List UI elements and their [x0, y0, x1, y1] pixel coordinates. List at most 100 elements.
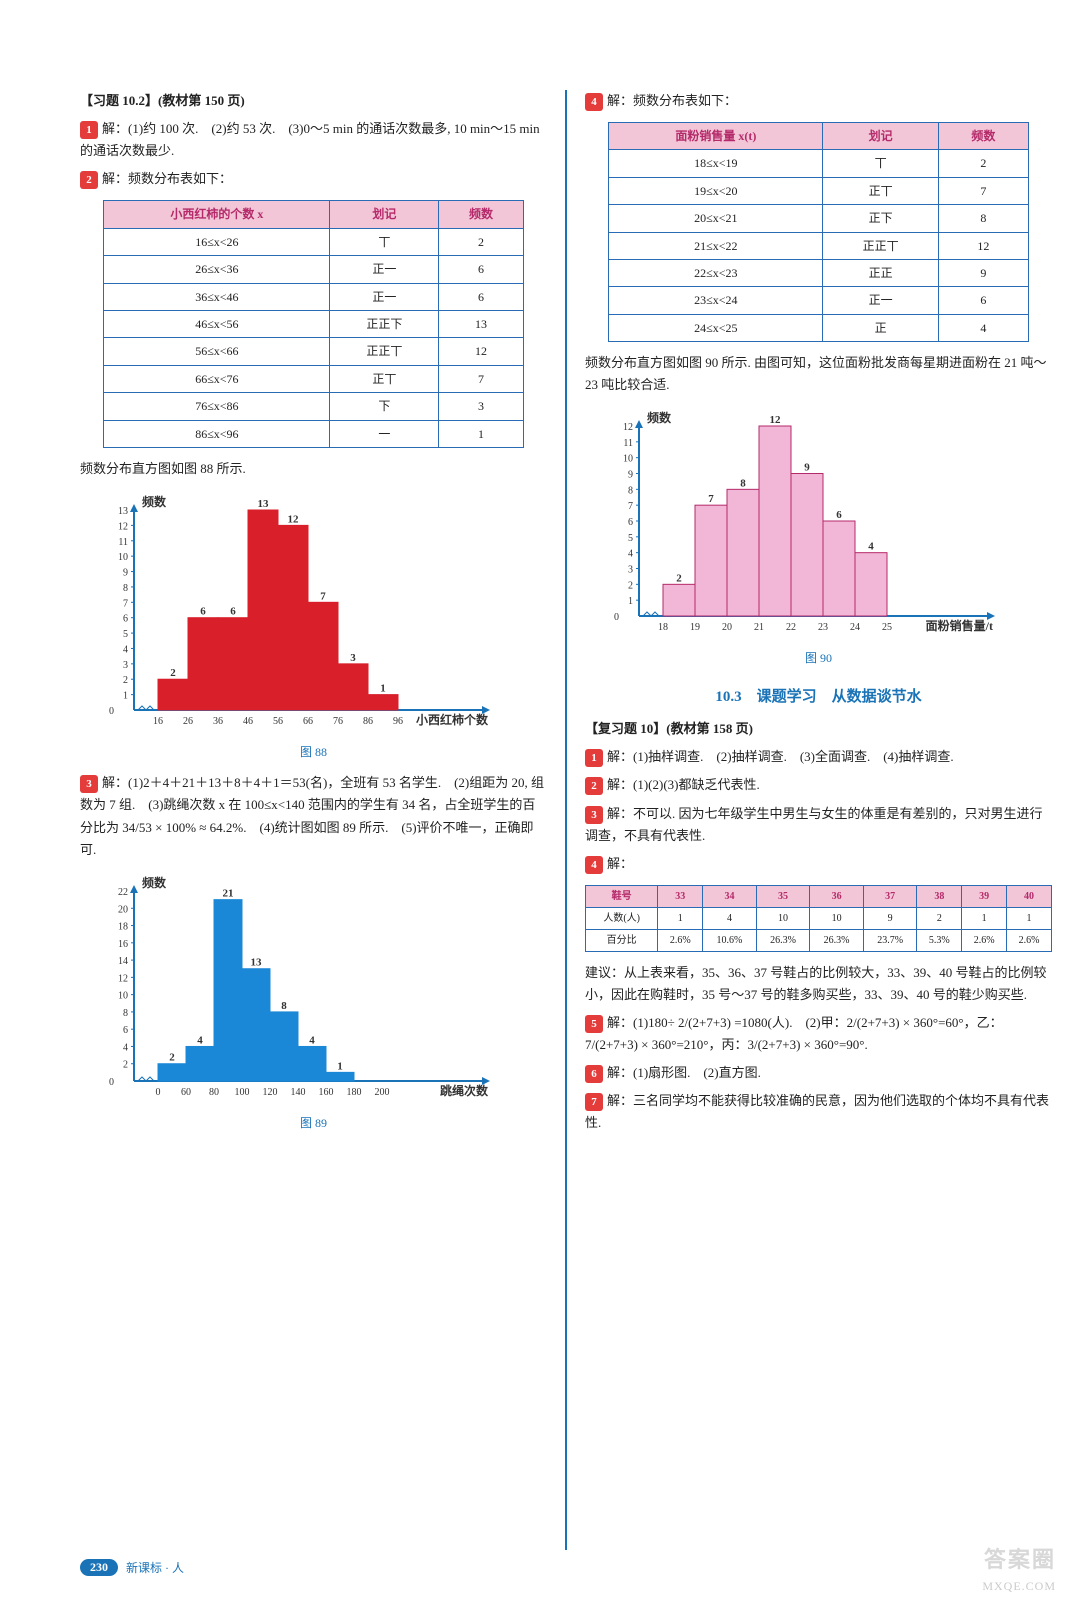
- table-header: 面粉销售量 x(t): [609, 123, 823, 150]
- svg-text:180: 180: [346, 1087, 361, 1098]
- table-cell: 26.3%: [756, 929, 810, 951]
- svg-text:6: 6: [230, 606, 236, 618]
- svg-text:0: 0: [614, 612, 619, 623]
- svg-text:1: 1: [628, 597, 633, 608]
- svg-text:11: 11: [623, 438, 633, 449]
- svg-text:16: 16: [118, 939, 128, 950]
- table3: 鞋号3334353637383940 人数(人)1410109211百分比2.6…: [585, 885, 1052, 952]
- r4-note: 建议：从上表来看，35、36、37 号鞋占的比例较大，33、39、40 号鞋占的…: [585, 962, 1052, 1006]
- table-cell: 18≤x<19: [609, 150, 823, 177]
- r4-text: 解：: [607, 856, 633, 871]
- table2: 面粉销售量 x(t)划记频数 18≤x<19丅219≤x<20正丅720≤x<2…: [608, 122, 1028, 342]
- svg-text:1: 1: [337, 1060, 343, 1072]
- badge-r1: 1: [585, 749, 603, 767]
- table-cell: 正一: [823, 287, 939, 314]
- table-cell: 正丅: [330, 365, 439, 392]
- table-row: 24≤x<25正4: [609, 314, 1028, 341]
- page-footer: 230 新课标 · 人: [80, 1559, 184, 1576]
- table-cell: 23≤x<24: [609, 287, 823, 314]
- svg-text:13: 13: [257, 498, 269, 510]
- svg-text:18: 18: [118, 921, 128, 932]
- svg-text:10: 10: [623, 454, 633, 465]
- svg-text:小西红柿个数: 小西红柿个数: [415, 712, 488, 727]
- svg-text:2: 2: [628, 581, 633, 592]
- table-header: 38: [917, 885, 962, 907]
- svg-text:21: 21: [222, 887, 233, 899]
- svg-text:9: 9: [804, 462, 810, 474]
- svg-text:6: 6: [200, 606, 206, 618]
- svg-text:0: 0: [155, 1087, 160, 1098]
- svg-text:20: 20: [118, 904, 128, 915]
- r6-text: 解：(1)扇形图. (2)直方图.: [607, 1065, 761, 1080]
- svg-text:7: 7: [320, 590, 326, 602]
- table-row: 66≤x<76正丅7: [104, 365, 523, 392]
- svg-text:12: 12: [623, 422, 633, 433]
- q4: 4 解：频数分布表如下：: [585, 90, 1052, 112]
- page-number: 230: [80, 1559, 118, 1576]
- table-cell: 正: [823, 314, 939, 341]
- svg-text:100: 100: [234, 1087, 249, 1098]
- table-row: 26≤x<36正一6: [104, 256, 523, 283]
- svg-text:12: 12: [118, 973, 128, 984]
- table-cell: 16≤x<26: [104, 228, 330, 255]
- svg-text:4: 4: [123, 644, 128, 655]
- chart1-svg: 123456789101112130频数26613127311626364656…: [94, 490, 534, 740]
- table-cell: 人数(人): [586, 907, 658, 929]
- badge-4: 4: [585, 93, 603, 111]
- svg-text:8: 8: [123, 1008, 128, 1019]
- table-header: 33: [658, 885, 703, 907]
- svg-text:6: 6: [123, 614, 128, 625]
- q1: 1解：(1)约 100 次. (2)约 53 次. (3)0～5 min 的通话…: [80, 118, 547, 162]
- table-cell: 2.6%: [962, 929, 1007, 951]
- table-cell: 10.6%: [703, 929, 757, 951]
- svg-text:2: 2: [123, 675, 128, 686]
- svg-text:0: 0: [109, 706, 114, 717]
- table-row: 人数(人)1410109211: [586, 907, 1052, 929]
- table-cell: 2.6%: [1007, 929, 1052, 951]
- svg-text:3: 3: [628, 565, 633, 576]
- table-cell: 46≤x<56: [104, 310, 330, 337]
- q4-text: 解：频数分布表如下：: [607, 93, 737, 108]
- chart2-svg: 2468101214161820220频数2421138410608010012…: [94, 871, 534, 1111]
- table-cell: 2: [939, 150, 1029, 177]
- svg-text:14: 14: [118, 956, 128, 967]
- table-cell: 2.6%: [658, 929, 703, 951]
- badge-3: 3: [80, 775, 98, 793]
- table-cell: 24≤x<25: [609, 314, 823, 341]
- table-cell: 12: [439, 338, 523, 365]
- svg-text:2: 2: [170, 667, 176, 679]
- table-cell: 正下: [823, 205, 939, 232]
- svg-text:76: 76: [333, 716, 343, 727]
- section-title: 10.3 课题学习 从数据谈节水: [585, 685, 1052, 711]
- svg-text:6: 6: [836, 509, 842, 521]
- table-row: 22≤x<23正正9: [609, 260, 1028, 287]
- svg-text:36: 36: [213, 716, 223, 727]
- svg-text:2: 2: [676, 573, 682, 585]
- page: 【习题 10.2】(教材第 150 页) 1解：(1)约 100 次. (2)约…: [0, 0, 1092, 1600]
- table-cell: 正正: [823, 260, 939, 287]
- svg-text:4: 4: [309, 1034, 315, 1046]
- svg-text:13: 13: [118, 506, 128, 517]
- q2: 2解：频数分布表如下：: [80, 168, 547, 190]
- table-row: 46≤x<56正正下13: [104, 310, 523, 337]
- table-cell: 一: [330, 420, 439, 447]
- svg-text:5: 5: [628, 533, 633, 544]
- badge-r4: 4: [585, 856, 603, 874]
- review-header: 【复习题 10】(教材第 158 页): [585, 718, 1052, 740]
- table-header: 36: [810, 885, 864, 907]
- table-cell: 36≤x<46: [104, 283, 330, 310]
- table-cell: 86≤x<96: [104, 420, 330, 447]
- table-cell: 正一: [330, 256, 439, 283]
- svg-text:160: 160: [318, 1087, 333, 1098]
- table-row: 76≤x<86下3: [104, 393, 523, 420]
- svg-text:23: 23: [818, 622, 828, 633]
- badge-r3: 3: [585, 806, 603, 824]
- r2: 2解：(1)(2)(3)都缺乏代表性.: [585, 774, 1052, 796]
- table-cell: 21≤x<22: [609, 232, 823, 259]
- svg-text:4: 4: [868, 541, 874, 553]
- table-cell: 26≤x<36: [104, 256, 330, 283]
- r3-text: 解：不可以. 因为七年级学生中男生与女生的体重是有差别的，只对男生进行调查，不具…: [585, 806, 1043, 843]
- table-header: 39: [962, 885, 1007, 907]
- table-cell: 正正丅: [823, 232, 939, 259]
- svg-text:10: 10: [118, 552, 128, 563]
